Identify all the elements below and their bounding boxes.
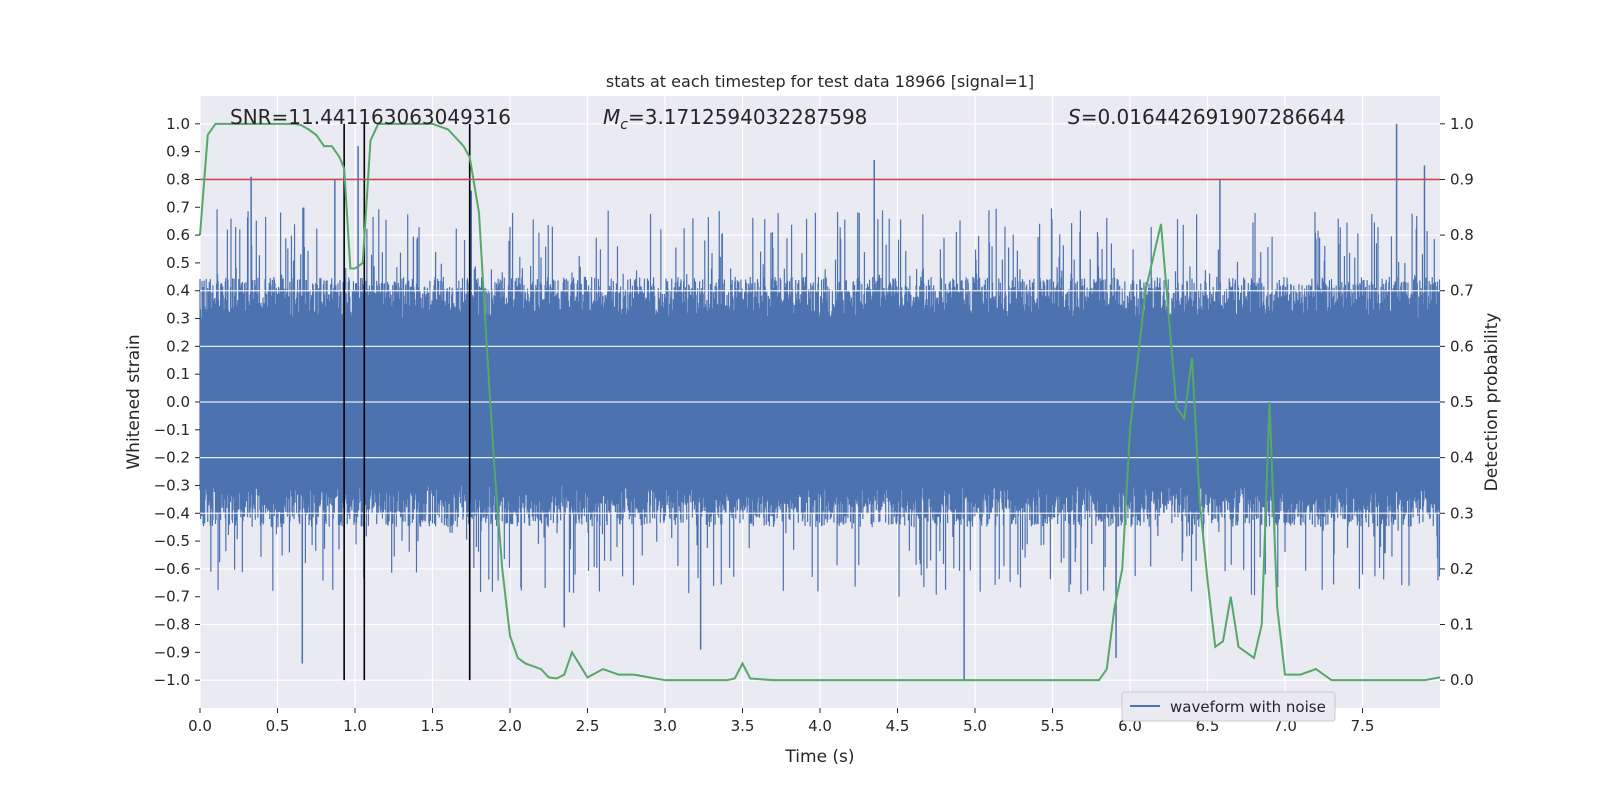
y-tick-label: 0.9 [166, 143, 190, 161]
x-tick-label: 3.5 [731, 717, 755, 735]
y-tick-label: 0.2 [166, 337, 190, 355]
x-tick-label: 5.5 [1041, 717, 1065, 735]
mc-annotation: Mc=3.1712594032287598 [603, 105, 867, 133]
y2-tick-label: 0.2 [1450, 560, 1474, 578]
y-tick-label: 0.0 [166, 393, 190, 411]
y-tick-label: 0.8 [166, 170, 190, 188]
y-tick-label: 0.4 [166, 282, 190, 300]
y-tick-label: 0.3 [166, 310, 190, 328]
y-tick-label: 0.6 [166, 226, 190, 244]
legend: waveform with noise [1121, 691, 1336, 722]
x-tick-label: 5.0 [963, 717, 987, 735]
x-tick-label: 7.5 [1351, 717, 1375, 735]
s-annotation: S=0.016442691907286644 [1068, 105, 1346, 129]
y-tick-label: −1.0 [154, 671, 190, 689]
x-axis-label: Time (s) [784, 747, 854, 767]
snr-annotation: SNR=11.441163063049316 [230, 105, 511, 129]
y-tick-label: −0.4 [154, 504, 190, 522]
x-tick-label: 4.5 [886, 717, 910, 735]
y2-tick-label: 0.8 [1450, 226, 1474, 244]
y2-tick-label: 0.7 [1450, 282, 1474, 300]
y2-tick-label: 0.1 [1450, 616, 1474, 634]
y2-tick-label: 0.9 [1450, 170, 1474, 188]
vertical-markers [343, 123, 471, 681]
y-tick-label: −0.6 [154, 560, 190, 578]
y2-tick-label: 0.5 [1450, 393, 1474, 411]
y2-tick-label: 0.6 [1450, 337, 1474, 355]
y2-axis-label: Detection probability [1482, 313, 1502, 492]
x-tick-label: 4.0 [808, 717, 832, 735]
x-tick-label: 0.5 [266, 717, 290, 735]
y2-tick-label: 0.3 [1450, 504, 1474, 522]
y-tick-label: 0.7 [166, 198, 190, 216]
x-tick-label: 3.0 [653, 717, 677, 735]
y2-tick-label: 0.0 [1450, 671, 1474, 689]
y-tick-label: −0.8 [154, 616, 190, 634]
y-tick-label: −0.3 [154, 476, 190, 494]
y-tick-label: 1.0 [166, 115, 190, 133]
probability-line [199, 122, 1441, 682]
y-tick-label: 0.5 [166, 254, 190, 272]
y-tick-label: −0.5 [154, 532, 190, 550]
y-tick-label: −0.9 [154, 643, 190, 661]
y-tick-label: −0.7 [154, 588, 190, 606]
waveform-series [199, 123, 1441, 681]
y2-tick-label: 1.0 [1450, 115, 1474, 133]
y-axis-label: Whitened strain [124, 334, 144, 469]
x-tick-label: 1.5 [421, 717, 445, 735]
legend-box [1121, 691, 1336, 722]
chart-title: stats at each timestep for test data 189… [606, 72, 1034, 91]
ticks: 0.0 0.5 1.0 1.5 2.0 2.5 3.0 3.5 4.0 4.5 5.0 5.5 6.0 6… [154, 115, 1474, 735]
y-tick-label: −0.1 [154, 421, 190, 439]
legend-label: waveform with noise [1170, 698, 1326, 716]
x-tick-label: 0.0 [188, 717, 212, 735]
y2-tick-label: 0.4 [1450, 449, 1474, 467]
x-tick-label: 1.0 [343, 717, 367, 735]
y-tick-label: 0.1 [166, 365, 190, 383]
y-tick-label: −0.2 [154, 449, 190, 467]
probability-series [199, 122, 1441, 682]
x-tick-label: 2.0 [498, 717, 522, 735]
x-tick-label: 2.5 [576, 717, 600, 735]
